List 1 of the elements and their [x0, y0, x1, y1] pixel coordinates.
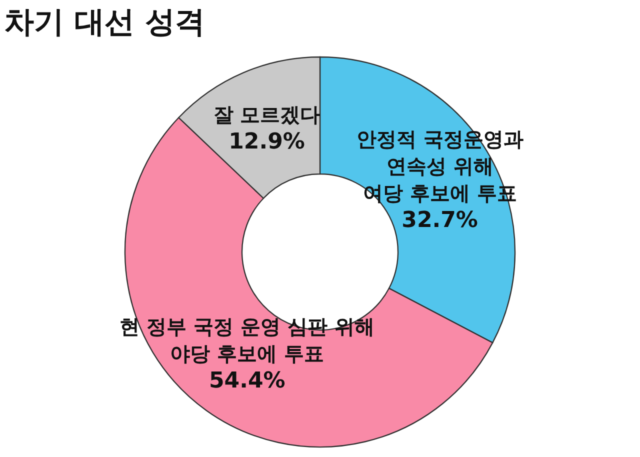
chart-title: 차기 대선 성격: [4, 5, 205, 40]
